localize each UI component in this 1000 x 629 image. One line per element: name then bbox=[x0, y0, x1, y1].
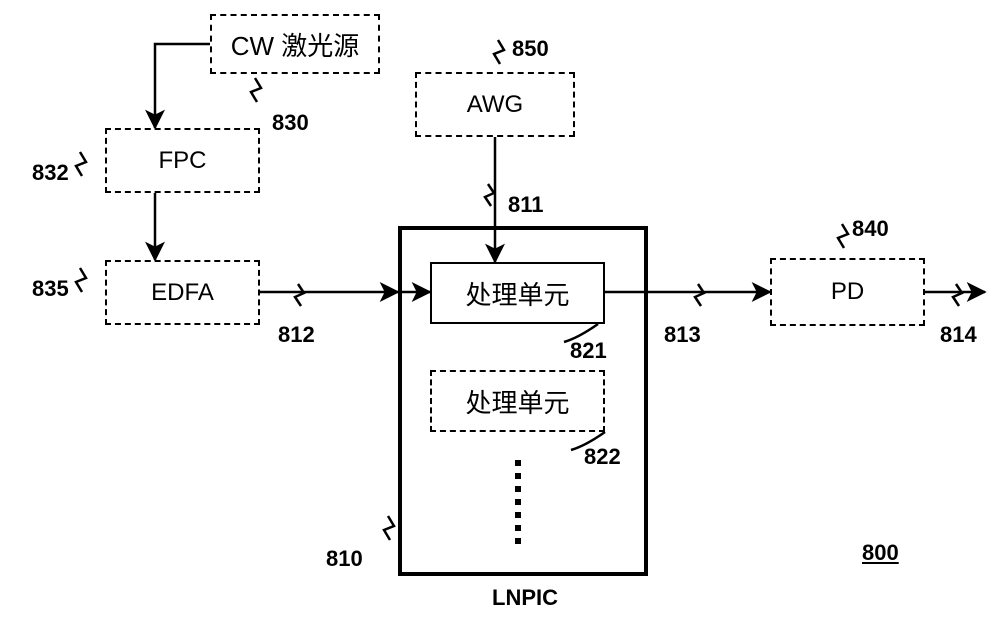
block-cw-laser: CW 激光源 bbox=[210, 14, 380, 74]
ref-830: 830 bbox=[272, 110, 309, 136]
lnpic-caption: LNPIC bbox=[492, 585, 558, 611]
block-pu2: 处理单元 bbox=[430, 370, 605, 432]
block-pu1-label: 处理单元 bbox=[465, 275, 569, 312]
edge-cw-fpc bbox=[155, 44, 210, 128]
block-edfa-label: EDFA bbox=[151, 279, 214, 307]
block-pu2-label: 处理单元 bbox=[465, 383, 569, 420]
ref-812: 812 bbox=[278, 322, 315, 348]
block-awg-label: AWG bbox=[467, 91, 523, 119]
ref-840: 840 bbox=[852, 216, 889, 242]
block-fpc: FPC bbox=[105, 128, 260, 193]
block-cw-label: CW 激光源 bbox=[231, 26, 360, 63]
block-awg: AWG bbox=[415, 72, 575, 137]
block-pd-label: PD bbox=[831, 278, 864, 306]
block-pu1: 处理单元 bbox=[430, 262, 605, 324]
block-fpc-label: FPC bbox=[159, 147, 207, 175]
block-pd: PD bbox=[770, 258, 925, 326]
ref-800: 800 bbox=[862, 540, 899, 566]
ref-813: 813 bbox=[664, 322, 701, 348]
diagram-canvas: CW 激光源 FPC EDFA AWG 处理单元 处理单元 PD LNPIC 8… bbox=[0, 0, 1000, 629]
ref-811: 811 bbox=[508, 192, 544, 218]
ref-832: 832 bbox=[32, 160, 69, 186]
block-edfa: EDFA bbox=[105, 260, 260, 325]
ref-810: 810 bbox=[326, 546, 363, 572]
ref-850: 850 bbox=[512, 36, 549, 62]
ref-814: 814 bbox=[940, 322, 977, 348]
ref-835: 835 bbox=[32, 276, 69, 302]
ref-821: 821 bbox=[570, 338, 607, 364]
ref-822: 822 bbox=[584, 444, 621, 470]
